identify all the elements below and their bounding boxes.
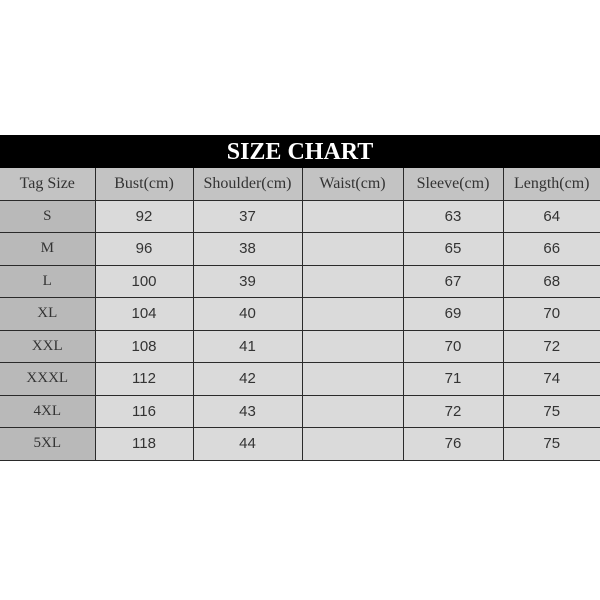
table-row: L 100 39 67 68 bbox=[0, 264, 600, 298]
size-label: 5XL bbox=[0, 427, 96, 461]
column-header: Tag Size bbox=[0, 168, 96, 201]
table-cell: 37 bbox=[192, 199, 303, 233]
header-row: Tag Size Bust(cm) Shoulder(cm) Waist(cm) Sle… bbox=[0, 168, 600, 201]
table-cell: 116 bbox=[94, 394, 194, 428]
table-cell: 75 bbox=[502, 394, 600, 428]
table-cell: 42 bbox=[192, 362, 303, 396]
table-cell: 70 bbox=[402, 329, 504, 363]
size-label: M bbox=[0, 232, 96, 266]
table-cell: 63 bbox=[402, 199, 504, 233]
column-header: Waist(cm) bbox=[301, 168, 404, 201]
table-cell: 92 bbox=[94, 199, 194, 233]
table-cell: 43 bbox=[192, 394, 303, 428]
column-header: Bust(cm) bbox=[94, 168, 194, 201]
table-cell bbox=[301, 362, 404, 396]
table-cell bbox=[301, 297, 404, 331]
column-header: Length(cm) bbox=[502, 168, 600, 201]
table-cell: 72 bbox=[502, 329, 600, 363]
table-cell: 66 bbox=[502, 232, 600, 266]
table-cell bbox=[301, 199, 404, 233]
table-cell: 70 bbox=[502, 297, 600, 331]
table-cell: 65 bbox=[402, 232, 504, 266]
table-cell bbox=[301, 232, 404, 266]
table-cell: 64 bbox=[502, 199, 600, 233]
size-label: 4XL bbox=[0, 394, 96, 428]
table-cell bbox=[301, 329, 404, 363]
table-row: 5XL 118 44 76 75 bbox=[0, 427, 600, 461]
table-row: S 92 37 63 64 bbox=[0, 199, 600, 233]
size-label: XXXL bbox=[0, 362, 96, 396]
chart-title: SIZE CHART bbox=[0, 135, 600, 168]
table-cell: 41 bbox=[192, 329, 303, 363]
table-cell: 44 bbox=[192, 427, 303, 461]
table-cell: 112 bbox=[94, 362, 194, 396]
table-cell: 96 bbox=[94, 232, 194, 266]
table-cell: 38 bbox=[192, 232, 303, 266]
table-cell: 40 bbox=[192, 297, 303, 331]
table-cell bbox=[301, 264, 404, 298]
table-cell: 68 bbox=[502, 264, 600, 298]
table-row: XXXL 112 42 71 74 bbox=[0, 362, 600, 396]
table-cell: 74 bbox=[502, 362, 600, 396]
table-cell bbox=[301, 427, 404, 461]
table-cell: 69 bbox=[402, 297, 504, 331]
table-row: XXL 108 41 70 72 bbox=[0, 329, 600, 363]
size-label: S bbox=[0, 199, 96, 233]
table-row: 4XL 116 43 72 75 bbox=[0, 394, 600, 428]
size-label: XXL bbox=[0, 329, 96, 363]
table-cell: 76 bbox=[402, 427, 504, 461]
table-cell: 39 bbox=[192, 264, 303, 298]
column-header: Shoulder(cm) bbox=[192, 168, 303, 201]
size-table: Tag Size Bust(cm) Shoulder(cm) Waist(cm) Sle… bbox=[0, 168, 600, 461]
table-cell: 100 bbox=[94, 264, 194, 298]
size-label: L bbox=[0, 264, 96, 298]
table-cell: 118 bbox=[94, 427, 194, 461]
column-header: Sleeve(cm) bbox=[402, 168, 504, 201]
table-cell: 72 bbox=[402, 394, 504, 428]
size-chart: SIZE CHART Tag Size Bust(cm) Shoulder(cm) W… bbox=[0, 135, 600, 461]
table-row: M 96 38 65 66 bbox=[0, 232, 600, 266]
table-cell: 75 bbox=[502, 427, 600, 461]
table-cell: 104 bbox=[94, 297, 194, 331]
table-row: XL 104 40 69 70 bbox=[0, 297, 600, 331]
table-cell bbox=[301, 394, 404, 428]
table-cell: 71 bbox=[402, 362, 504, 396]
size-label: XL bbox=[0, 297, 96, 331]
table-cell: 108 bbox=[94, 329, 194, 363]
table-cell: 67 bbox=[402, 264, 504, 298]
